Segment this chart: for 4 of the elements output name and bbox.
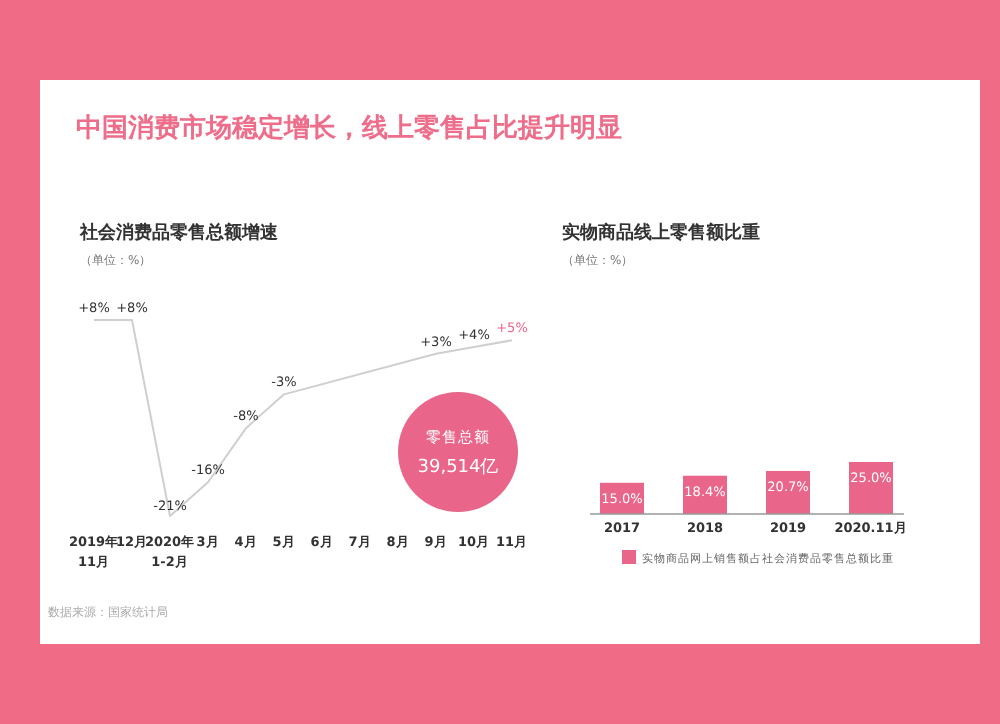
chart-title: 社会消费品零售总额增速 (78, 222, 280, 244)
text: 中国消费市场稳定增长，线上零售占比提升明显 (76, 112, 622, 144)
annotation: 39,514亿 (417, 456, 499, 478)
chart-title: 实物商品线上零售额比重 (562, 222, 760, 244)
